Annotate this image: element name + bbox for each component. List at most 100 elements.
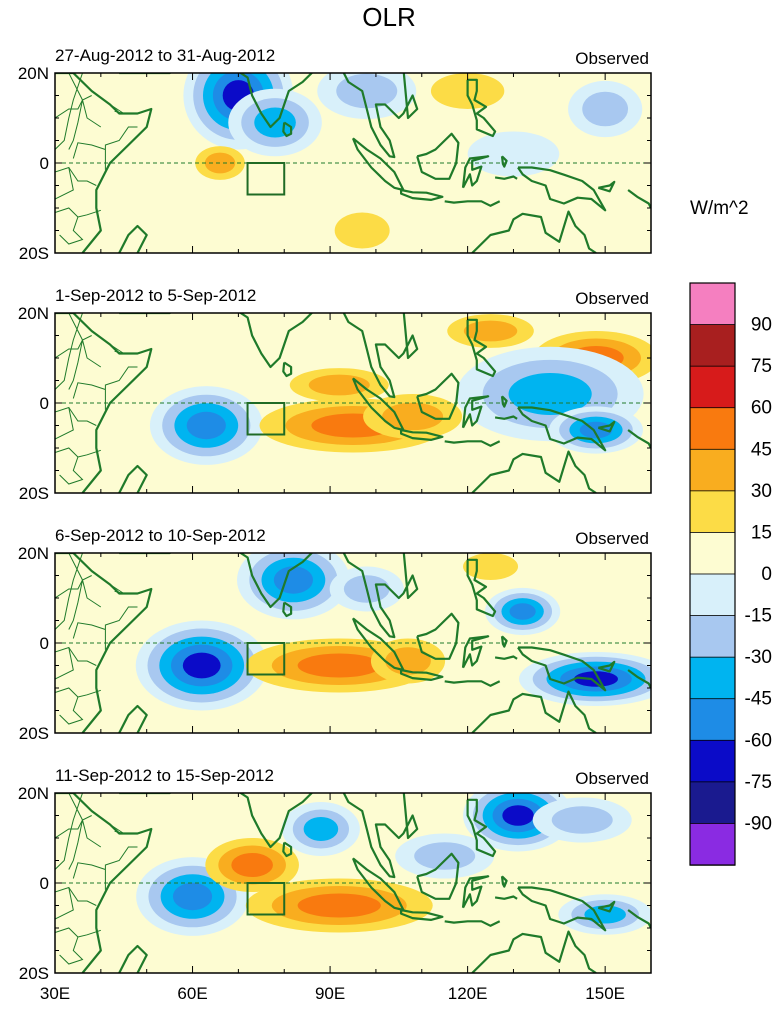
- coastline: [471, 450, 597, 493]
- colorbar-label: -60: [745, 730, 772, 751]
- border: [77, 209, 101, 218]
- border: [72, 142, 106, 159]
- colorbar-label: 60: [751, 398, 772, 419]
- coastline: [597, 900, 616, 913]
- coastline: [416, 612, 460, 660]
- colorbar-swatch: [689, 532, 736, 575]
- border: [55, 886, 74, 920]
- coastline: [444, 680, 501, 687]
- y-tick-label: 0: [40, 874, 49, 893]
- panel-label-right: Observed: [575, 769, 649, 788]
- colorbar: -90 -75 -60 -45 -30 -15 0 15 30 45 60 75 90: [689, 282, 772, 866]
- anomaly-contour: [336, 73, 398, 109]
- region-box: [246, 642, 286, 676]
- colorbar-swatch: [689, 324, 736, 367]
- coastline: [282, 601, 293, 618]
- colorbar-swatch: [689, 407, 736, 450]
- panel-title: 6-Sep-2012 to 10-Sep-2012: [55, 526, 266, 545]
- anomaly-contour: [334, 212, 390, 249]
- anomaly-contour: [582, 91, 629, 127]
- border: [72, 862, 106, 879]
- border: [81, 335, 102, 368]
- anomaly-contour: [508, 373, 592, 415]
- coastline: [282, 361, 293, 378]
- border: [55, 687, 84, 725]
- coastline: [118, 224, 148, 253]
- panel-title: 27-Aug-2012 to 31-Aug-2012: [55, 46, 275, 65]
- colorbar-swatch: [689, 365, 736, 409]
- coastline: [238, 73, 314, 129]
- border: [55, 927, 84, 965]
- anomaly-contour: [467, 131, 560, 177]
- coastline: [342, 553, 419, 639]
- coastline: [55, 793, 153, 973]
- coastline: [597, 180, 616, 193]
- x-tick-label: 120E: [448, 984, 488, 1003]
- border: [55, 313, 83, 390]
- border: [109, 344, 125, 354]
- coastline: [627, 909, 651, 929]
- coastline: [118, 464, 148, 493]
- panel-label-right: Observed: [575, 289, 649, 308]
- coastline: [466, 78, 497, 138]
- anomaly-contour: [414, 842, 476, 870]
- border: [68, 313, 84, 390]
- colorbar-swatch: [689, 448, 736, 492]
- coastline: [55, 73, 153, 253]
- coastline: [238, 313, 314, 369]
- border: [68, 887, 97, 906]
- colorbar-label: -45: [745, 689, 772, 710]
- coastline: [351, 617, 405, 672]
- x-tick-label: 90E: [315, 984, 345, 1003]
- colorbar-swatch: [689, 573, 736, 617]
- colorbar-label: -75: [745, 772, 772, 793]
- border: [104, 126, 138, 170]
- coastline: [627, 189, 651, 209]
- coastline: [342, 313, 419, 399]
- y-tick-label: 0: [40, 634, 49, 653]
- anomaly-contour: [182, 652, 221, 679]
- anomaly-contour: [551, 806, 613, 834]
- border: [55, 793, 83, 870]
- colorbar-label: -90: [745, 813, 772, 834]
- region-box: [246, 162, 286, 196]
- coastline: [422, 537, 454, 548]
- coastlines: [55, 313, 651, 493]
- colorbar-label: 0: [761, 564, 772, 585]
- border: [72, 622, 106, 639]
- coastline: [422, 777, 454, 788]
- border: [68, 553, 84, 630]
- coastline: [342, 793, 419, 879]
- colorbar-swatch: [689, 656, 736, 700]
- anomaly-contour: [297, 653, 381, 678]
- anomaly-contour: [273, 566, 313, 594]
- anomaly-contour: [382, 402, 444, 431]
- border: [104, 606, 138, 650]
- border: [81, 575, 102, 608]
- border: [55, 553, 83, 630]
- coastline: [282, 841, 293, 858]
- y-tick-label: 0: [40, 394, 49, 413]
- coastline: [517, 646, 607, 692]
- coastline: [238, 793, 314, 849]
- colorbar-label: 90: [751, 315, 772, 336]
- coastline: [55, 553, 153, 733]
- coastline: [119, 793, 173, 795]
- border: [55, 207, 84, 245]
- coastline: [238, 553, 314, 609]
- coastline: [282, 121, 293, 138]
- coastline: [500, 155, 508, 168]
- coastline: [471, 930, 597, 973]
- coastline: [118, 704, 148, 733]
- colorbar-label: 15: [751, 522, 772, 543]
- coastline: [416, 132, 460, 180]
- anomaly-field: [55, 313, 651, 493]
- colorbar-frame: [689, 282, 736, 866]
- border: [77, 929, 101, 938]
- coastline: [400, 908, 444, 921]
- map-panel-4: 20N 0 20S 11-Sep-2012 to 15-Sep-2012 Observe…: [18, 766, 652, 1003]
- region-box: [246, 402, 286, 436]
- colorbar-label: -30: [745, 647, 772, 668]
